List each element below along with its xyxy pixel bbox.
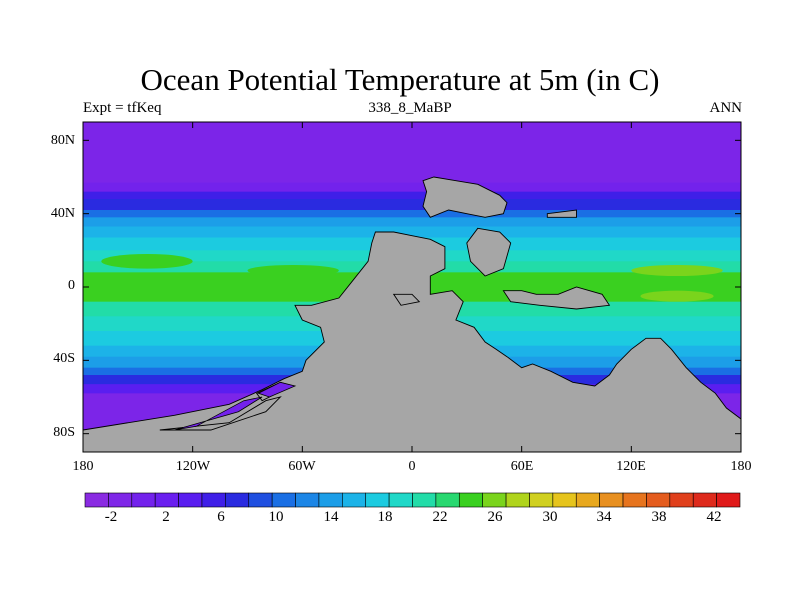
temperature-band <box>83 182 741 193</box>
lon-label-120e: 120E <box>616 459 646 474</box>
land-polygon <box>392 293 421 306</box>
colorbar-swatch <box>716 492 741 508</box>
colorbar-label: -2 <box>104 509 118 525</box>
land-polygon <box>546 209 577 218</box>
colorbar-swatch <box>646 492 671 508</box>
lon-label-180w: 180 <box>72 459 94 474</box>
marginal-sea <box>257 381 297 398</box>
colorbar-label: 38 <box>651 509 667 525</box>
colorbar-swatch <box>505 492 530 508</box>
colorbar-label: 30 <box>542 509 558 525</box>
colorbar-swatch <box>108 492 133 508</box>
colorbar-swatch <box>599 492 624 508</box>
colorbar-swatch <box>412 492 437 508</box>
colorbar-swatch <box>435 492 460 508</box>
warm-pool-contour <box>101 254 193 269</box>
colorbar-label: 22 <box>432 509 448 525</box>
colorbar-swatch <box>84 492 109 508</box>
temperature-band <box>83 122 741 183</box>
colorbar-label: 14 <box>323 509 339 525</box>
land-polygon <box>502 286 611 310</box>
land-mask <box>83 176 741 452</box>
lat-label-40s: 40S <box>53 351 75 366</box>
colorbar-swatch <box>458 492 483 508</box>
colorbar-swatch <box>342 492 367 508</box>
lat-label-40n: 40N <box>50 206 75 221</box>
colorbar-swatch <box>178 492 203 508</box>
lat-label-80n: 80N <box>50 133 75 148</box>
land-polygon <box>422 176 508 218</box>
lat-label-80s: 80S <box>53 425 75 440</box>
colorbar-swatch <box>669 492 694 508</box>
colorbar-swatch <box>388 492 413 508</box>
period-label: 338_8_MaBP <box>368 100 452 116</box>
lat-label-0: 0 <box>68 278 75 293</box>
lon-label-120w: 120W <box>175 459 211 474</box>
colorbar-swatch <box>225 492 250 508</box>
colorbar-swatch <box>552 492 577 508</box>
colorbar-swatch <box>529 492 554 508</box>
warm-pool-contour <box>631 265 723 276</box>
temperature-band <box>83 210 741 218</box>
colorbar-label: 6 <box>217 509 225 525</box>
map-title: Ocean Potential Temperature at 5m (in C) <box>140 62 660 97</box>
colorbar <box>84 492 741 508</box>
colorbar-label: 10 <box>268 509 284 525</box>
warm-pool-contour <box>247 265 339 276</box>
lon-label-180e: 180 <box>730 459 752 474</box>
lon-label-0: 0 <box>408 459 416 474</box>
lon-label-60e: 60E <box>510 459 534 474</box>
land-polygon <box>159 396 282 431</box>
land-polygon <box>466 227 512 277</box>
axis-ticks <box>82 122 742 452</box>
colorbar-swatch <box>622 492 647 508</box>
marginal-sea <box>174 396 263 431</box>
colorbar-swatch <box>201 492 226 508</box>
colorbar-swatch <box>692 492 717 508</box>
land-polygon <box>83 231 741 452</box>
colorbar-label: 26 <box>487 509 503 525</box>
colorbar-swatch <box>271 492 296 508</box>
colorbar-swatch <box>482 492 507 508</box>
colorbar-swatch <box>248 492 273 508</box>
colorbar-label: 42 <box>706 509 722 525</box>
colorbar-swatch <box>318 492 343 508</box>
colorbar-label: 2 <box>162 509 170 525</box>
temperature-band <box>83 199 741 211</box>
colorbar-label: 18 <box>377 509 393 525</box>
colorbar-label: 34 <box>596 509 612 525</box>
season-label: ANN <box>709 100 743 116</box>
warm-pool-contour <box>640 290 714 302</box>
temperature-band <box>83 191 741 200</box>
colorbar-swatch <box>575 492 600 508</box>
colorbar-swatch <box>154 492 179 508</box>
colorbar-swatch <box>295 492 320 508</box>
colorbar-swatch <box>365 492 390 508</box>
experiment-label: Expt = tfKeq <box>83 100 162 116</box>
lon-label-60w: 60W <box>288 459 316 474</box>
temperature-band <box>83 226 741 238</box>
colorbar-swatch <box>131 492 156 508</box>
temperature-band <box>83 217 741 227</box>
